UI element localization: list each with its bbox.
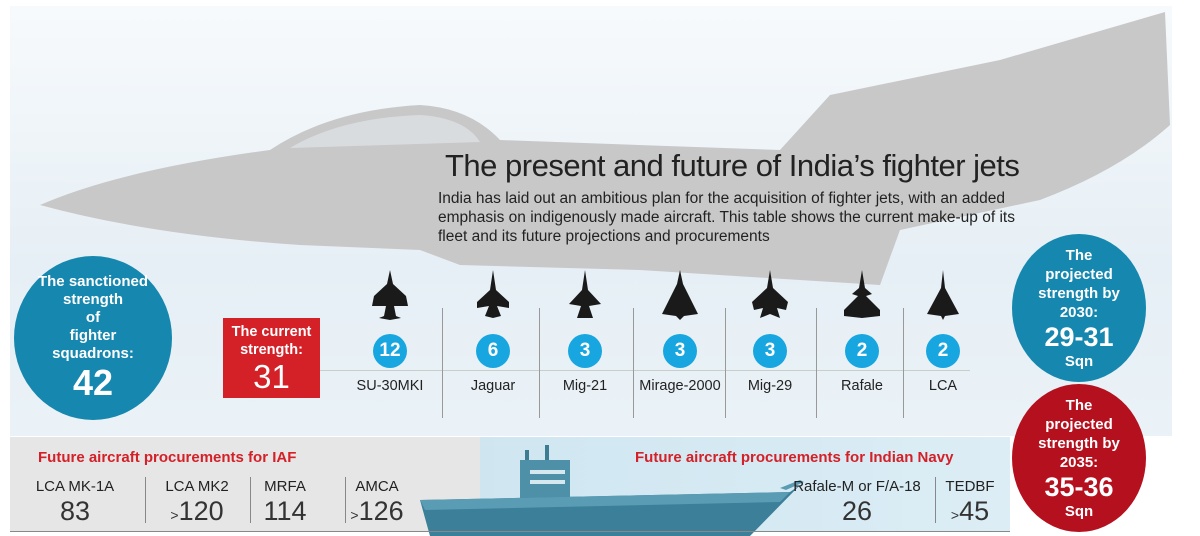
column-divider	[902, 308, 904, 418]
procurement-value: 26	[841, 496, 873, 526]
greater-than: >	[350, 507, 359, 523]
procurement-label: Rafale-M or F/A-18	[793, 478, 921, 495]
squadron-count-badge: 3	[753, 334, 787, 368]
iaf-band	[10, 437, 480, 531]
rafale-silhouette-icon	[844, 270, 880, 318]
label: of	[85, 309, 101, 326]
label: The	[1065, 246, 1093, 264]
current-strength-box: The current strength: 31	[223, 318, 320, 398]
lca-silhouette-icon	[927, 270, 959, 320]
aircraft-mirage-2000: 3 Mirage-2000	[635, 270, 725, 394]
sanctioned-value: 42	[72, 362, 114, 403]
aircraft-name: LCA	[928, 378, 958, 394]
aircraft-name: Rafale	[841, 378, 883, 394]
label: strength by	[1038, 284, 1120, 302]
aircraft-su-30mki: 12 SU-30MKI	[345, 270, 435, 394]
aircraft-name: Jaguar	[470, 378, 516, 394]
squadron-count-badge: 2	[845, 334, 879, 368]
fighter-jet-silhouette	[40, 12, 1170, 285]
label: fighter	[69, 327, 117, 344]
aircraft-name: Mig-29	[747, 378, 793, 394]
mig29-silhouette-icon	[752, 270, 788, 318]
aircraft-rafale: 2 Rafale	[817, 270, 907, 394]
column-divider	[250, 477, 251, 523]
aircraft-name: Mirage-2000	[639, 378, 721, 394]
squadron-count-badge: 3	[663, 334, 697, 368]
procurement-label: TEDBF	[945, 478, 995, 495]
timeline-line	[320, 370, 970, 371]
label: projected	[1045, 265, 1113, 283]
procurement-value: 126	[358, 496, 404, 526]
label: strength:	[240, 342, 303, 358]
procurement-label: LCA MK-1A	[35, 478, 115, 495]
label: 2035:	[1059, 453, 1099, 471]
mirage-silhouette-icon	[662, 270, 698, 320]
procurement-value: 114	[263, 496, 307, 526]
squadron-count-badge: 3	[568, 334, 602, 368]
jaguar-silhouette-icon	[477, 270, 509, 318]
projection-2030-circle: The projected strength by 2030: 29-31 Sq…	[1012, 234, 1146, 382]
squadron-count-badge: 12	[373, 334, 407, 368]
squadron-count-badge: 2	[926, 334, 960, 368]
su30-silhouette-icon	[372, 270, 408, 320]
page-title: The present and future of India’s fighte…	[445, 148, 1020, 183]
mig21-silhouette-icon	[569, 270, 601, 318]
aircraft-mig-21: 3 Mig-21	[540, 270, 630, 394]
projection-2035-circle: The projected strength by 2035: 35-36 Sq…	[1012, 384, 1146, 532]
navy-heading: Future aircraft procurements for Indian …	[635, 449, 954, 466]
current-value: 31	[253, 358, 290, 395]
aircraft-mig-29: 3 Mig-29	[725, 270, 815, 394]
procurement-value: 83	[59, 496, 91, 526]
label: The current	[231, 324, 312, 340]
column-divider	[145, 477, 146, 523]
procurement-label: LCA MK2	[165, 478, 229, 495]
projection-value: 29-31	[1044, 321, 1114, 352]
unit: Sqn	[1064, 502, 1094, 520]
subtitle: India has laid out an ambitious plan for…	[438, 190, 1015, 245]
column-divider	[539, 308, 540, 418]
procurement-item: AMCA >126	[307, 478, 447, 531]
label: strength	[63, 291, 123, 308]
aircraft-carrier-illustration	[420, 445, 804, 536]
column-divider	[816, 308, 817, 418]
procurement-value: 120	[178, 496, 224, 526]
column-divider	[632, 308, 634, 418]
aircraft-lca: 2 LCA	[898, 270, 988, 394]
label: strength by	[1038, 434, 1120, 452]
greater-than: >	[170, 507, 179, 523]
procurement-label: MRFA	[264, 478, 306, 495]
procurement-item: LCA MK-1A 83	[5, 478, 145, 531]
label: projected	[1045, 415, 1113, 433]
column-divider	[441, 308, 443, 418]
column-divider	[345, 477, 346, 523]
procurement-label: AMCA	[355, 478, 399, 495]
aircraft-jaguar: 6 Jaguar	[448, 270, 538, 394]
iaf-heading: Future aircraft procurements for IAF	[38, 449, 297, 466]
procurement-item: TEDBF >45	[900, 478, 1040, 531]
label: 2030:	[1059, 303, 1099, 321]
aircraft-name: Mig-21	[562, 378, 608, 394]
label: The	[1065, 396, 1093, 414]
column-divider	[935, 477, 936, 523]
procurement-item: Rafale-M or F/A-18 26	[787, 478, 927, 531]
column-divider	[725, 308, 726, 418]
projection-value: 35-36	[1044, 471, 1114, 502]
aircraft-name: SU-30MKI	[356, 378, 424, 394]
sanctioned-strength-circle: The sanctioned strength of fighter squad…	[14, 256, 172, 420]
procurement-item: MRFA 114	[215, 478, 355, 531]
label: The sanctioned	[37, 273, 149, 290]
label: squadrons:	[52, 345, 134, 362]
bottom-rule	[10, 531, 1010, 532]
procurement-value: 45	[959, 496, 990, 526]
procurement-item: LCA MK2 >120	[127, 478, 267, 531]
greater-than: >	[950, 507, 960, 523]
squadron-count-badge: 6	[476, 334, 510, 368]
unit: Sqn	[1064, 352, 1094, 370]
